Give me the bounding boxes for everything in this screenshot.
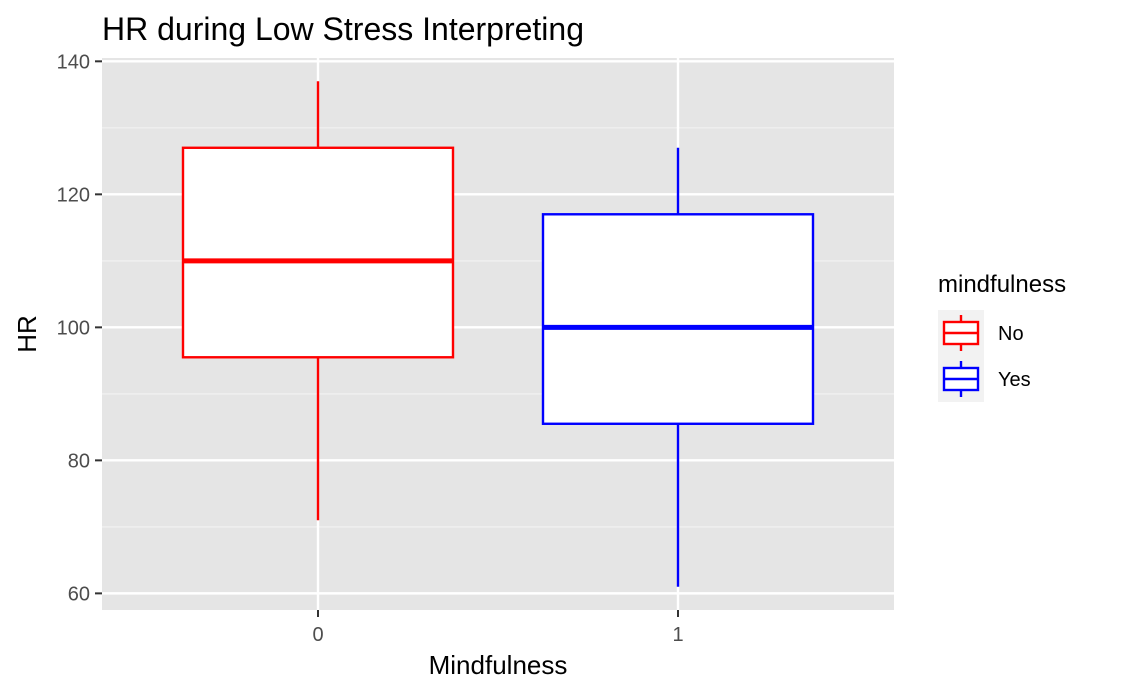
legend-label: Yes [998, 369, 1031, 391]
legend-title: mindfulness [938, 271, 1066, 298]
box-iqr [541, 213, 815, 425]
x-tick-label: 0 [312, 624, 323, 646]
legend-item-yes: Yes [938, 356, 1031, 402]
axis-ticks: 60 80 100 120 140 0 1 [57, 51, 684, 646]
legend: mindfulness No Yes [938, 271, 1066, 402]
chart-title: HR during Low Stress Interpreting [102, 11, 584, 47]
y-axis-title: HR [12, 315, 42, 353]
legend-label: No [998, 323, 1024, 345]
y-tick-label: 140 [57, 51, 90, 73]
y-tick-label: 120 [57, 184, 90, 206]
box-yes [541, 147, 815, 587]
boxes [181, 81, 815, 587]
y-tick-label: 80 [68, 450, 90, 472]
legend-items: No Yes [938, 310, 1031, 402]
box-no [181, 81, 455, 521]
x-tick-label: 1 [672, 624, 683, 646]
box-iqr [181, 146, 455, 359]
legend-item-no: No [938, 310, 1024, 356]
x-axis-title: Mindfulness [429, 650, 568, 680]
y-tick-label: 100 [57, 317, 90, 339]
y-tick-label: 60 [68, 583, 90, 605]
